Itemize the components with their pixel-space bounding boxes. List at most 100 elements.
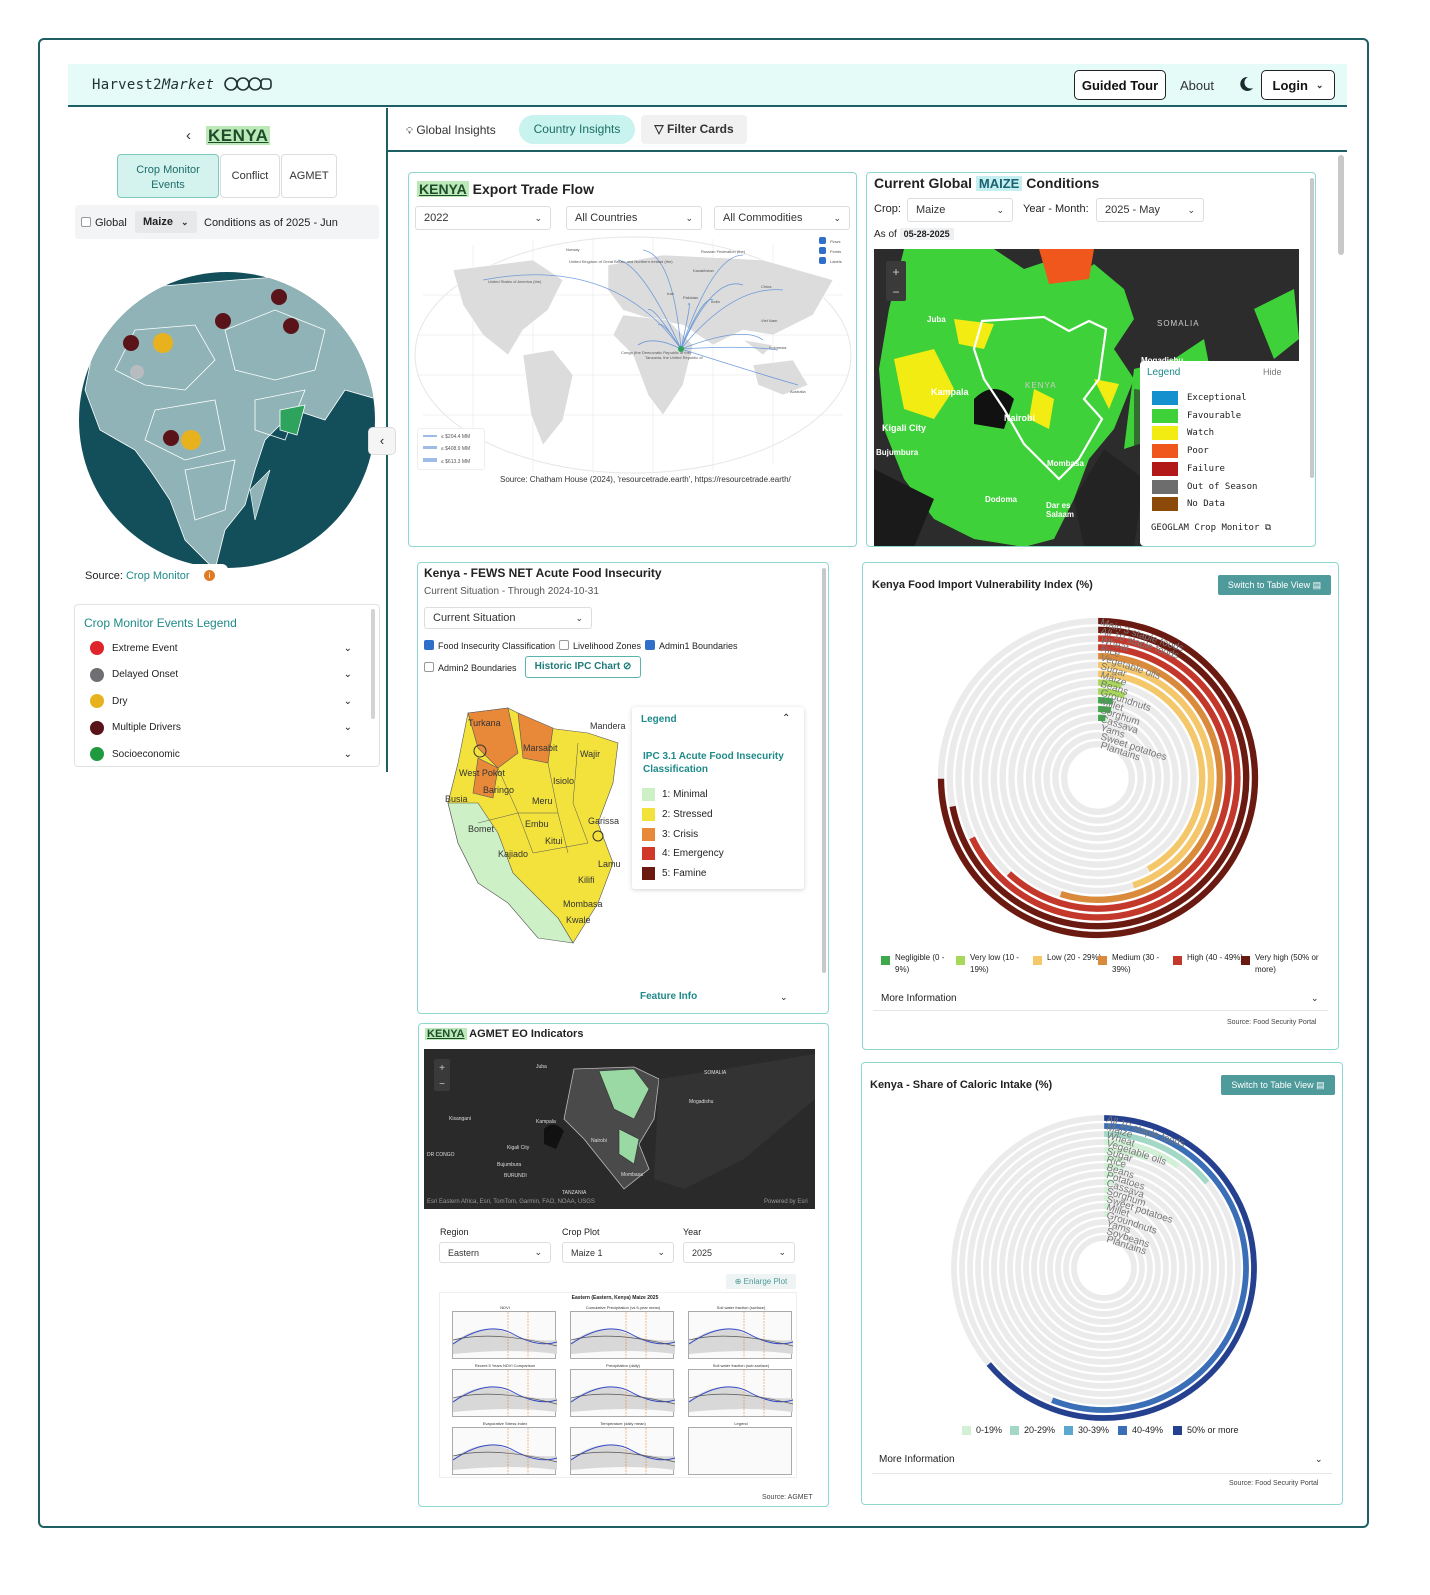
- situation-select[interactable]: Current Situation ⌄: [424, 607, 592, 629]
- radial-bar[interactable]: [1059, 653, 1223, 903]
- legend-label: 0-19%: [976, 1425, 1003, 1435]
- sidebar-filter-bar: [75, 205, 379, 239]
- livelihood-checkbox[interactable]: Livelihood Zones: [559, 640, 641, 651]
- legend-item[interactable]: Multiple Drivers ⌄: [90, 720, 352, 735]
- radial-track: [1052, 732, 1144, 824]
- legend-label: Very low (10 - 19%): [970, 953, 1019, 974]
- info-icon[interactable]: i: [204, 570, 215, 581]
- legend-item[interactable]: Dry ⌄: [90, 694, 352, 708]
- radial-bar[interactable]: [1098, 679, 1123, 689]
- tab-agmet[interactable]: AGMET: [281, 154, 337, 198]
- dark-mode-icon[interactable]: [1238, 76, 1254, 97]
- tab-global-insights[interactable]: 💡︎ Global Insights: [406, 123, 496, 137]
- legend-item[interactable]: Extreme Event ⌄: [90, 641, 352, 655]
- radial-track: [1039, 1203, 1169, 1333]
- enlarge-plot-button[interactable]: ⊕ Enlarge Plot: [726, 1274, 796, 1289]
- more-information-toggle[interactable]: More Information: [881, 993, 957, 1004]
- countries-select[interactable]: All Countries ⌄: [566, 206, 702, 230]
- global-checkbox[interactable]: Global: [81, 217, 127, 229]
- radial-bar[interactable]: [1098, 661, 1215, 889]
- legend-scrollbar[interactable]: [371, 609, 375, 719]
- chevron-down-icon[interactable]: ⌄: [1315, 1454, 1323, 1464]
- radial-bar[interactable]: [1097, 688, 1126, 699]
- subplot-lines: [570, 1312, 676, 1358]
- radial-bar[interactable]: [969, 635, 1241, 921]
- historic-ipc-button[interactable]: Historic IPC Chart ⊘: [525, 656, 641, 678]
- radial-bar[interactable]: [949, 626, 1250, 930]
- app-logo[interactable]: Harvest2Market: [92, 76, 273, 93]
- collapse-sidebar-button[interactable]: ‹: [368, 427, 396, 455]
- radial-bar[interactable]: [1104, 1163, 1124, 1171]
- agmet-subplot: Recent 5 Years NDVI Comparison: [452, 1363, 558, 1417]
- radial-bar[interactable]: [1098, 697, 1114, 705]
- subplot-lines: [452, 1428, 558, 1474]
- region-select[interactable]: Eastern ⌄: [439, 1242, 551, 1263]
- crop-plot-select[interactable]: Maize 1 ⌄: [562, 1242, 674, 1263]
- login-button[interactable]: Login ⌄: [1261, 70, 1335, 100]
- fews-map[interactable]: [438, 703, 638, 953]
- svg-text:−: −: [892, 285, 899, 299]
- tab-country-insights[interactable]: Country Insights: [519, 115, 635, 144]
- radial-bar[interactable]: [1098, 670, 1206, 872]
- radial-bar[interactable]: [986, 1115, 1257, 1421]
- tab-conflict[interactable]: Conflict: [220, 154, 280, 198]
- more-information-toggle[interactable]: More Information: [879, 1454, 955, 1465]
- maize-legend-item: Out of Season: [1152, 479, 1257, 494]
- main-scrollbar[interactable]: [1338, 155, 1344, 255]
- switch-table-button[interactable]: Switch to Table View ▤: [1221, 1075, 1335, 1095]
- trade-flow-map[interactable]: [413, 235, 853, 475]
- radial-bar[interactable]: [1104, 1131, 1210, 1185]
- radial-bar[interactable]: [1104, 1171, 1117, 1178]
- radial-track: [1031, 1195, 1177, 1341]
- fews-scrollbar[interactable]: [822, 568, 826, 973]
- radial-bar[interactable]: [1104, 1139, 1180, 1169]
- back-chevron-icon[interactable]: ‹: [186, 127, 191, 144]
- admin2-checkbox[interactable]: Admin2 Boundaries: [424, 662, 517, 673]
- collapse-legend-icon[interactable]: ⌃: [782, 713, 791, 724]
- chevron-down-icon: ⌄: [343, 722, 352, 733]
- agmet-subplot: Evaporative Stress Index: [452, 1421, 558, 1475]
- globe-map[interactable]: [75, 270, 380, 575]
- about-link[interactable]: About: [1180, 78, 1214, 93]
- year-month-select[interactable]: 2025 - May ⌄: [1096, 198, 1204, 222]
- legend-label: Poor: [1187, 446, 1209, 457]
- trade-place-label: United States of America (the): [488, 279, 542, 284]
- radial-bar[interactable]: [1104, 1147, 1149, 1161]
- agmet-map[interactable]: +−: [424, 1049, 815, 1209]
- legend-item[interactable]: Socioeconomic ⌄: [90, 747, 352, 761]
- vulnerability-source: Source: Food Security Portal: [1227, 1019, 1317, 1026]
- agmet-year-select[interactable]: 2025 ⌄: [683, 1242, 795, 1263]
- radial-bar[interactable]: [937, 617, 1259, 939]
- chevron-down-icon[interactable]: ⌄: [780, 992, 788, 1002]
- chevron-down-icon[interactable]: ⌄: [1311, 993, 1319, 1003]
- filter-cards-button[interactable]: ▽ Filter Cards: [641, 115, 747, 144]
- maize-crop-select[interactable]: Maize ⌄: [907, 198, 1013, 222]
- year-select[interactable]: 2022 ⌄: [415, 206, 551, 230]
- radial-bar[interactable]: [1051, 1123, 1249, 1413]
- fews-place-label: Marsabit: [523, 743, 558, 753]
- agmet-subplot: Cumulative Precipitation (vs 5-year mean…: [570, 1305, 676, 1359]
- radial-track: [1047, 1211, 1161, 1325]
- radial-bar[interactable]: [1098, 705, 1112, 714]
- admin1-checkbox[interactable]: Admin1 Boundaries: [645, 640, 738, 651]
- crop-select[interactable]: Maize ⌄: [135, 211, 197, 233]
- feature-info-toggle[interactable]: Feature Info: [640, 991, 698, 1002]
- geoglam-link[interactable]: GEOGLAM Crop Monitor ⧉: [1151, 523, 1272, 533]
- legend-item[interactable]: Delayed Onset ⌄: [90, 667, 352, 682]
- guided-tour-button[interactable]: Guided Tour: [1074, 70, 1166, 100]
- subplot-lines: [688, 1312, 794, 1358]
- hide-legend-button[interactable]: Hide: [1263, 367, 1282, 377]
- radial-bar[interactable]: [1104, 1155, 1126, 1163]
- commodities-select[interactable]: All Commodities ⌄: [714, 206, 850, 230]
- radial-bar[interactable]: [1104, 1179, 1116, 1186]
- maize-scrollbar[interactable]: [1310, 178, 1314, 478]
- food-insecurity-checkbox[interactable]: Food Insecurity Classification: [424, 640, 555, 651]
- switch-table-button[interactable]: Switch to Table View ▤: [1218, 575, 1331, 595]
- radial-bar[interactable]: [1006, 644, 1232, 912]
- maize-title: Current Global MAIZE Conditions: [874, 175, 1100, 191]
- trade-source: Source: Chatham House (2024), 'resourcet…: [500, 475, 791, 484]
- tab-crop-monitor-events[interactable]: Crop Monitor Events: [117, 154, 219, 198]
- crop-monitor-link[interactable]: Crop Monitor: [125, 570, 190, 582]
